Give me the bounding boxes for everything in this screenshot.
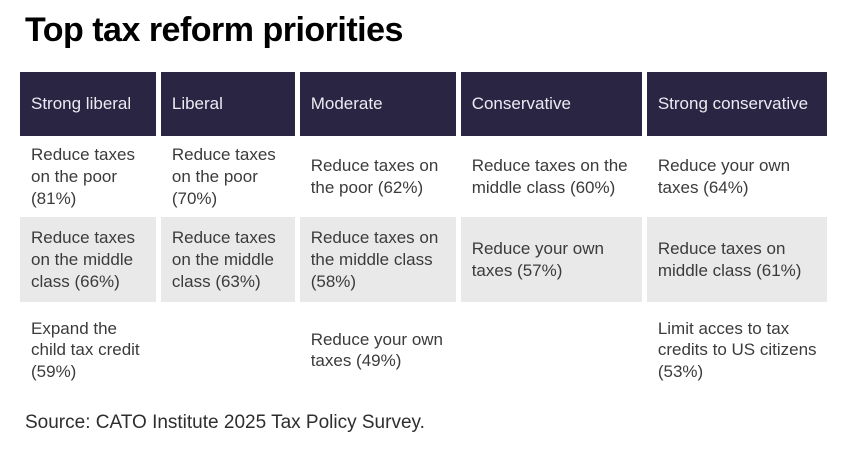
page-title: Top tax reform priorities	[25, 11, 403, 49]
column-header-moderate: Moderate	[299, 72, 456, 136]
table-row: Expand the child tax credit (59%) Reduce…	[20, 302, 827, 398]
header-row: Strong liberal Liberal Moderate Conserva…	[20, 72, 827, 136]
table-body: Reduce taxes on the poor (81%) Reduce ta…	[20, 136, 827, 398]
table-cell: Reduce taxes on middle class (61%)	[646, 217, 827, 303]
table-cell: Reduce your own taxes (64%)	[657, 155, 791, 197]
column-header-strong-conservative: Strong conservative	[646, 72, 827, 136]
table-cell: Reduce your own taxes (57%)	[460, 217, 642, 303]
table-header: Strong liberal Liberal Moderate Conserva…	[20, 72, 827, 136]
table-cell: Reduce taxes on the middle class (58%)	[299, 217, 456, 303]
column-header-conservative: Conservative	[460, 72, 642, 136]
source-note: Source: CATO Institute 2025 Tax Policy S…	[25, 412, 425, 433]
table-row: Reduce taxes on the middle class (66%) R…	[20, 217, 827, 303]
table-cell: Reduce taxes on the poor (81%)	[31, 145, 135, 208]
table-cell	[161, 302, 295, 398]
table-cell	[461, 302, 642, 398]
table-cell: Reduce taxes on the middle class (60%)	[471, 155, 628, 197]
table-cell: Reduce taxes on the poor (62%)	[310, 155, 439, 197]
table-cell: Expand the child tax credit (59%)	[31, 318, 140, 382]
table-cell: Reduce taxes on the poor (70%)	[171, 145, 276, 208]
table-cell: Reduce your own taxes (49%)	[310, 329, 444, 371]
priorities-table: Strong liberal Liberal Moderate Conserva…	[15, 72, 832, 398]
table-row: Reduce taxes on the poor (81%) Reduce ta…	[20, 136, 827, 217]
table-cell: Limit acces to tax credits to US citizen…	[657, 318, 817, 382]
column-header-liberal: Liberal	[160, 72, 295, 136]
table-cell: Reduce taxes on the middle class (63%)	[160, 217, 295, 303]
column-header-strong-liberal: Strong liberal	[20, 72, 156, 136]
table-cell: Reduce taxes on the middle class (66%)	[20, 217, 156, 303]
